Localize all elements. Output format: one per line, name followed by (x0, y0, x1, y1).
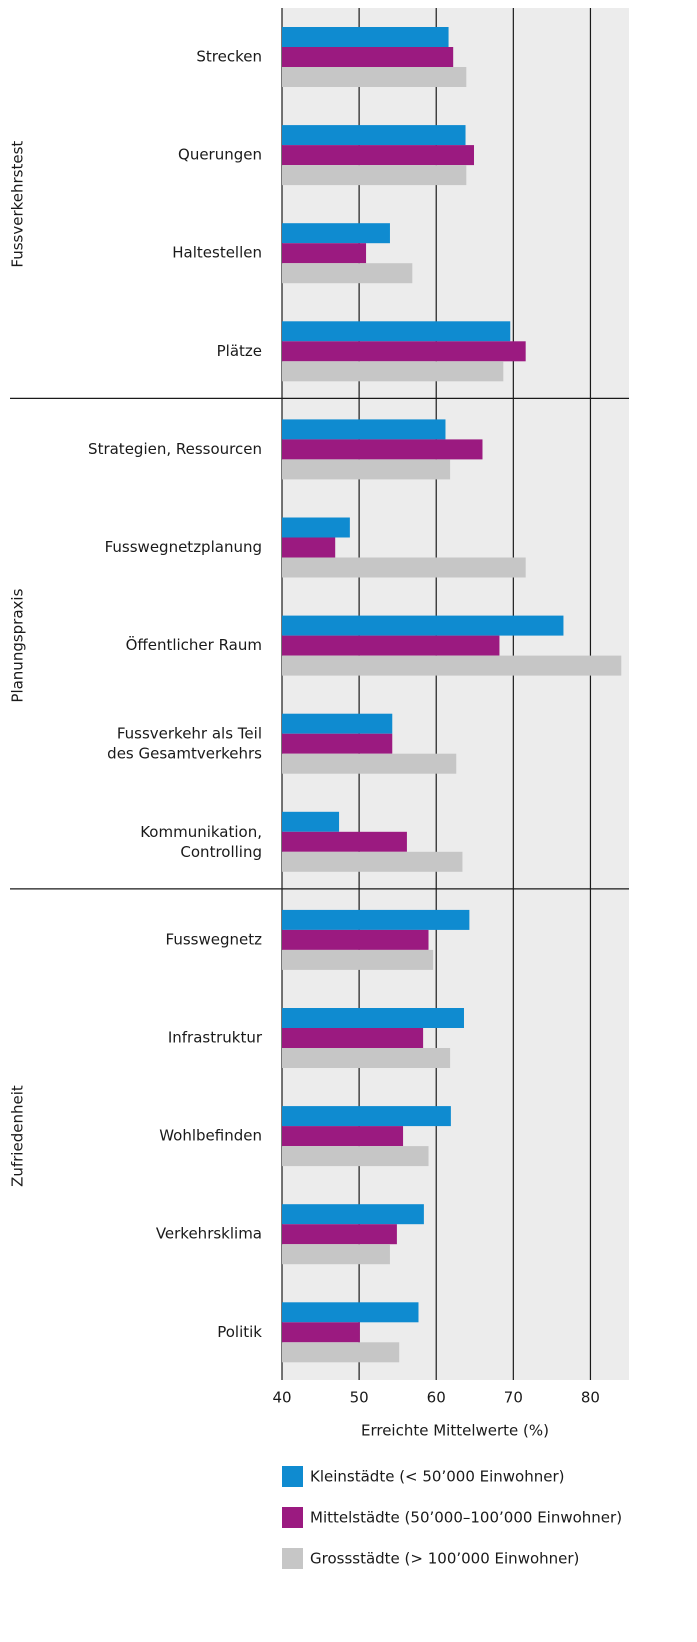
bar (282, 27, 449, 47)
y-tick-label: Fussverkehr als Teil des Gesamtverkehrs (107, 724, 262, 762)
bar (282, 831, 407, 852)
y-tick-label: Fusswegnetz (166, 930, 263, 948)
y-tick-label: Politik (217, 1323, 262, 1341)
bar (282, 1302, 419, 1323)
bar (282, 459, 451, 480)
bar (282, 929, 429, 950)
y-tick-label: Strecken (196, 48, 262, 66)
legend-label: Grossstädte (> 100’000 Einwohner) (310, 1550, 579, 1568)
bar (282, 655, 622, 676)
y-tick-label: Strategien, Ressourcen (88, 440, 262, 458)
group-label: Zufriedenheit (9, 1085, 27, 1187)
x-tick-label: 50 (350, 1389, 369, 1407)
bar (282, 67, 467, 87)
bar (282, 1028, 424, 1048)
bar (282, 165, 467, 186)
bar (282, 909, 470, 930)
bar (282, 713, 393, 734)
bar (282, 1342, 400, 1363)
y-tick-label: Plätze (217, 342, 262, 360)
bar (282, 1204, 424, 1225)
legend-label: Kleinstädte (< 50’000 Einwohner) (310, 1468, 565, 1486)
bar (282, 1008, 464, 1028)
bar (282, 949, 434, 970)
x-tick-label: 70 (504, 1389, 523, 1407)
bar (282, 1106, 451, 1127)
bar (282, 753, 457, 774)
bar (282, 1146, 429, 1167)
plot-background (282, 8, 629, 1380)
bar (282, 615, 564, 636)
bar (282, 537, 336, 558)
y-tick-label: Infrastruktur (168, 1029, 263, 1047)
y-tick-label: Öffentlicher Raum (126, 635, 262, 654)
group-label: Planungspraxis (9, 588, 27, 702)
y-tick-label: Fusswegnetzplanung (105, 538, 262, 556)
y-tick-label: Wohlbefinden (159, 1127, 262, 1145)
bar (282, 125, 466, 146)
bar (282, 321, 511, 342)
bar (282, 263, 413, 284)
bar (282, 1126, 404, 1147)
bar (282, 341, 526, 362)
y-tick-label: Kommunikation, Controlling (140, 822, 262, 860)
group-label: Fussverkehrstest (9, 141, 27, 268)
bar (282, 1244, 390, 1265)
y-tick-label: Haltestellen (172, 244, 262, 262)
x-tick-label: 60 (427, 1389, 446, 1407)
bar (282, 361, 504, 382)
bar (282, 47, 454, 67)
bar (282, 145, 475, 166)
bar (282, 243, 367, 264)
bar (282, 517, 350, 538)
x-tick-label: 80 (581, 1389, 600, 1407)
x-tick-label: 40 (272, 1389, 291, 1407)
legend-swatch (282, 1548, 303, 1569)
bar (282, 811, 340, 832)
bar (282, 223, 390, 244)
y-tick-label: Verkehrsklima (156, 1225, 262, 1243)
bar (282, 733, 393, 754)
legend-swatch (282, 1466, 303, 1487)
bar (282, 1322, 360, 1343)
x-axis-label: Erreichte Mittelwerte (%) (361, 1422, 549, 1440)
bar (282, 635, 500, 656)
legend-label: Mittelstädte (50’000–100’000 Einwohner) (310, 1509, 622, 1527)
bar (282, 439, 483, 460)
y-tick-label: Querungen (178, 146, 262, 164)
bar (282, 851, 463, 872)
bar (282, 1048, 451, 1068)
legend-swatch (282, 1507, 303, 1528)
bar (282, 1224, 397, 1245)
bar (282, 557, 526, 578)
bar (282, 419, 446, 440)
